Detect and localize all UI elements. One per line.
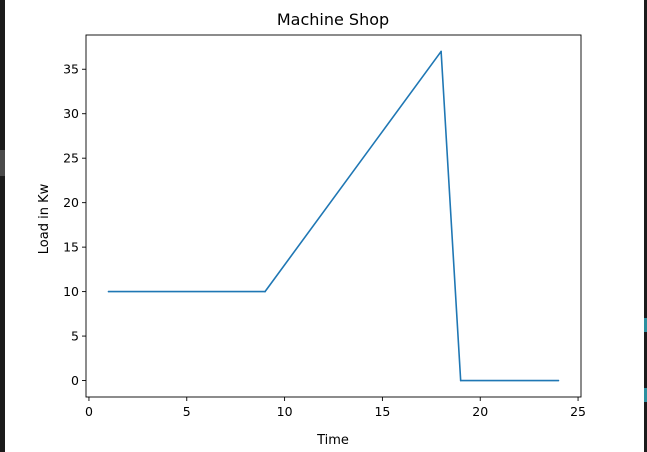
right-edge-accent-lower: [644, 388, 647, 402]
left-edge-mark: [0, 150, 5, 176]
plot-frame: [85, 34, 582, 398]
y-tick-label: 0: [71, 373, 79, 388]
y-axis-label: Load in Kw: [37, 183, 52, 254]
series-vertex: [440, 50, 442, 53]
series-vertex: [107, 290, 110, 293]
x-tick-label: 0: [85, 404, 93, 419]
y-tick-label: 20: [63, 195, 79, 210]
series-vertex: [557, 379, 560, 382]
y-tick-label: 25: [63, 151, 79, 166]
chart-title: Machine Shop: [277, 10, 389, 29]
y-tick-label: 10: [63, 284, 79, 299]
y-tick-label: 30: [63, 106, 79, 121]
y-tick-label: 5: [71, 329, 79, 344]
right-edge-bar: [644, 0, 647, 452]
x-tick-label: 20: [472, 404, 488, 419]
series-line-0: [108, 50, 559, 382]
y-tick-label: 35: [63, 62, 79, 77]
x-axis-label: Time: [316, 433, 349, 448]
x-tick-label: 10: [277, 404, 293, 419]
series-vertex: [264, 290, 266, 293]
right-edge-accent: [644, 318, 647, 332]
plot-area: 0 5 10 15 20 25 0 5 10 15 20 25 30 35: [63, 34, 586, 419]
x-tick-label: 15: [374, 404, 390, 419]
left-edge-bar: [0, 0, 5, 452]
x-tick-label: 25: [570, 404, 586, 419]
x-tick-label: 5: [183, 404, 191, 419]
series-vertex: [459, 379, 462, 382]
y-tick-label: 15: [63, 240, 79, 255]
